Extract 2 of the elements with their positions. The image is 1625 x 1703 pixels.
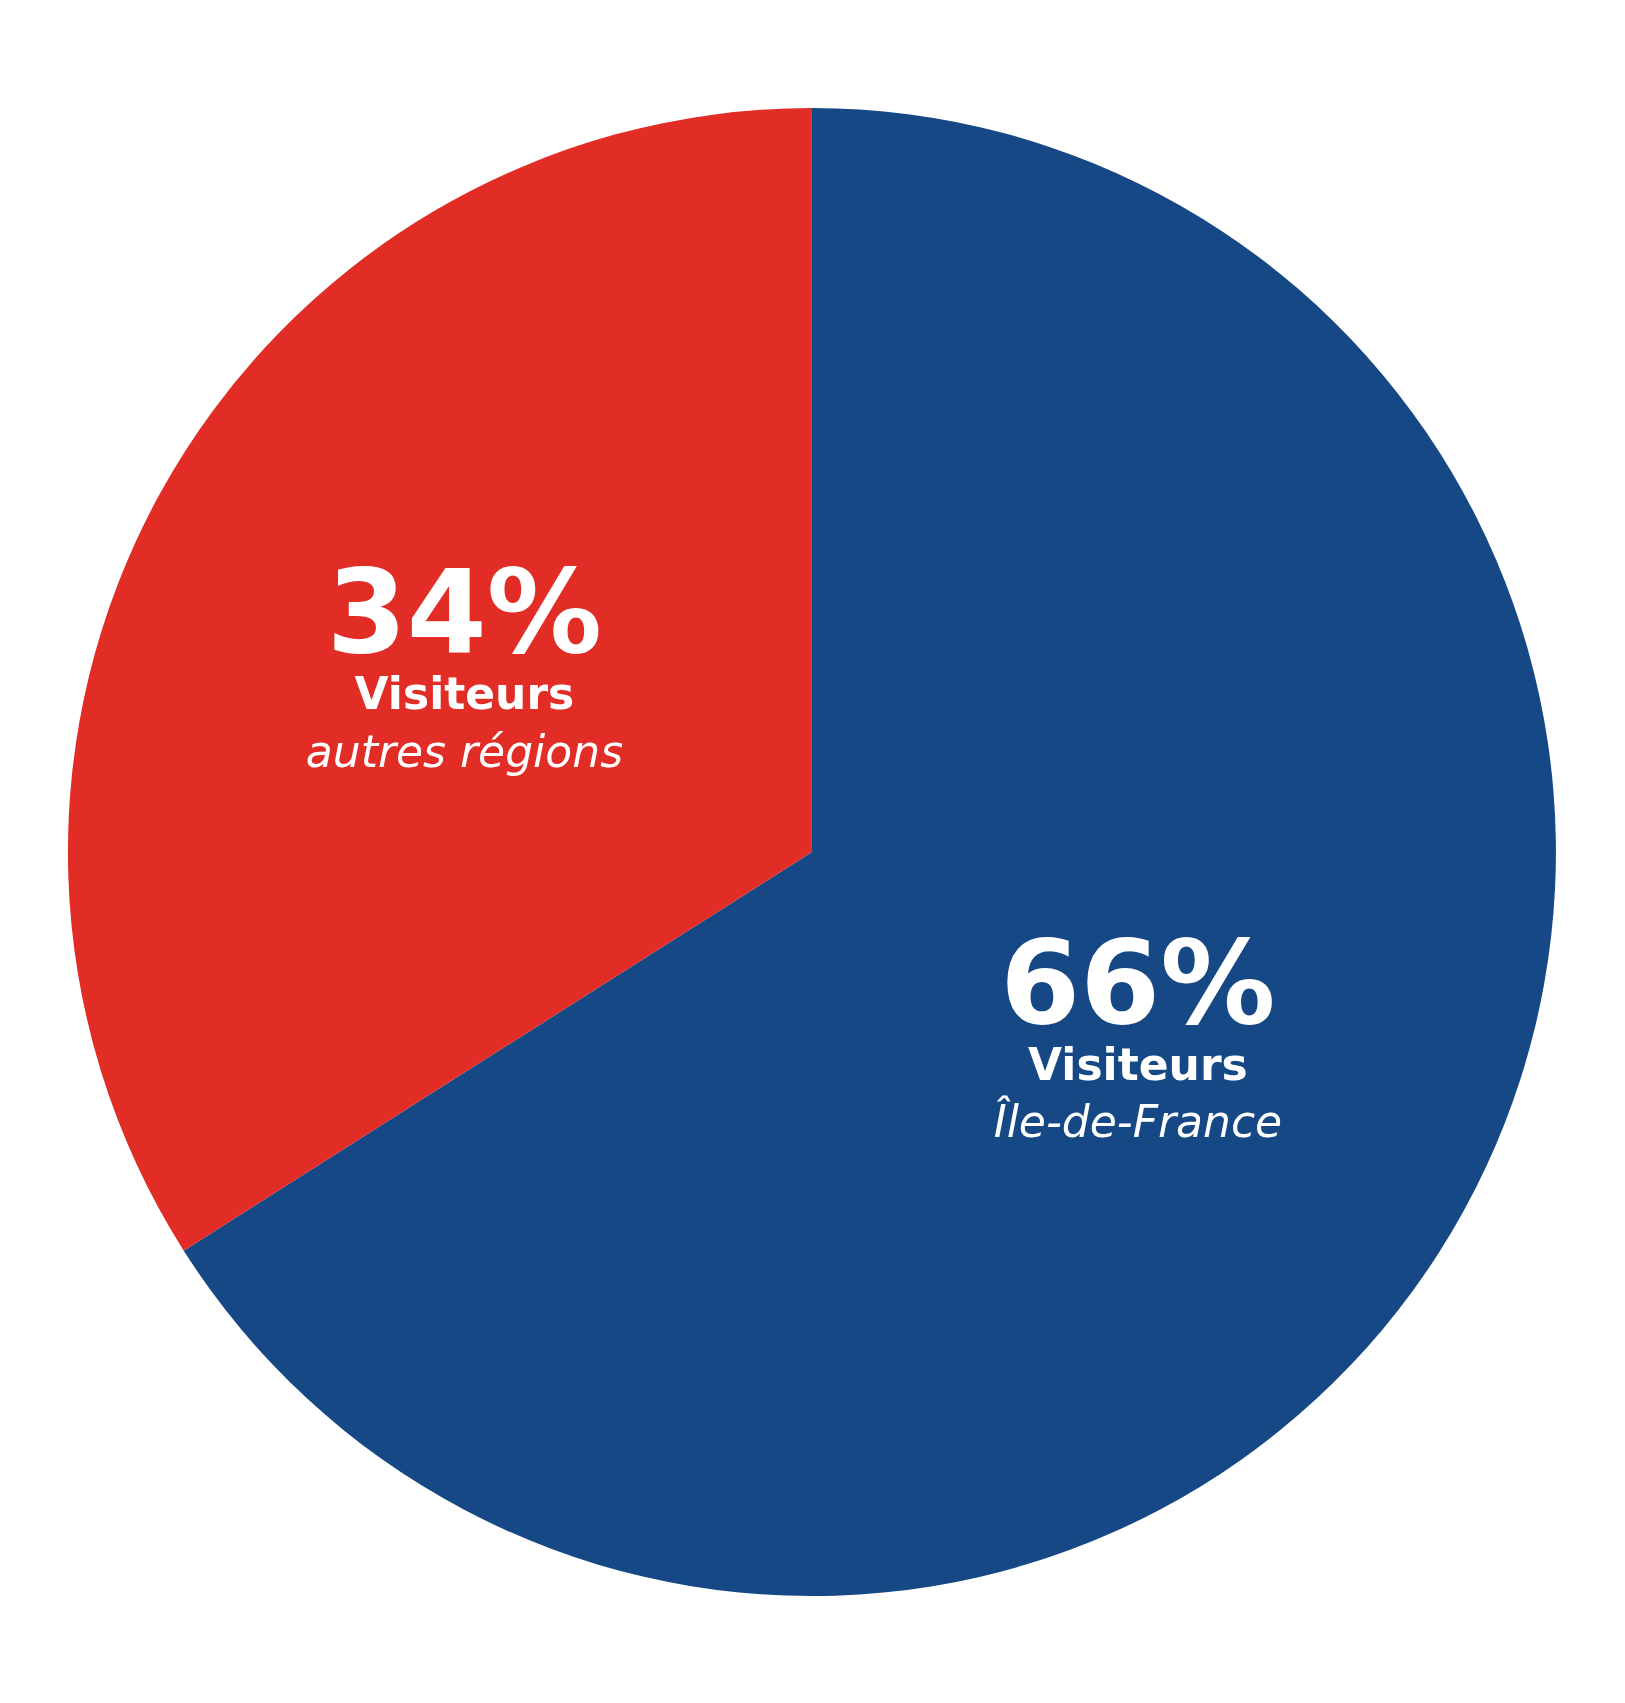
pie-slice <box>69 108 812 1251</box>
pie-slice <box>183 108 1556 1596</box>
